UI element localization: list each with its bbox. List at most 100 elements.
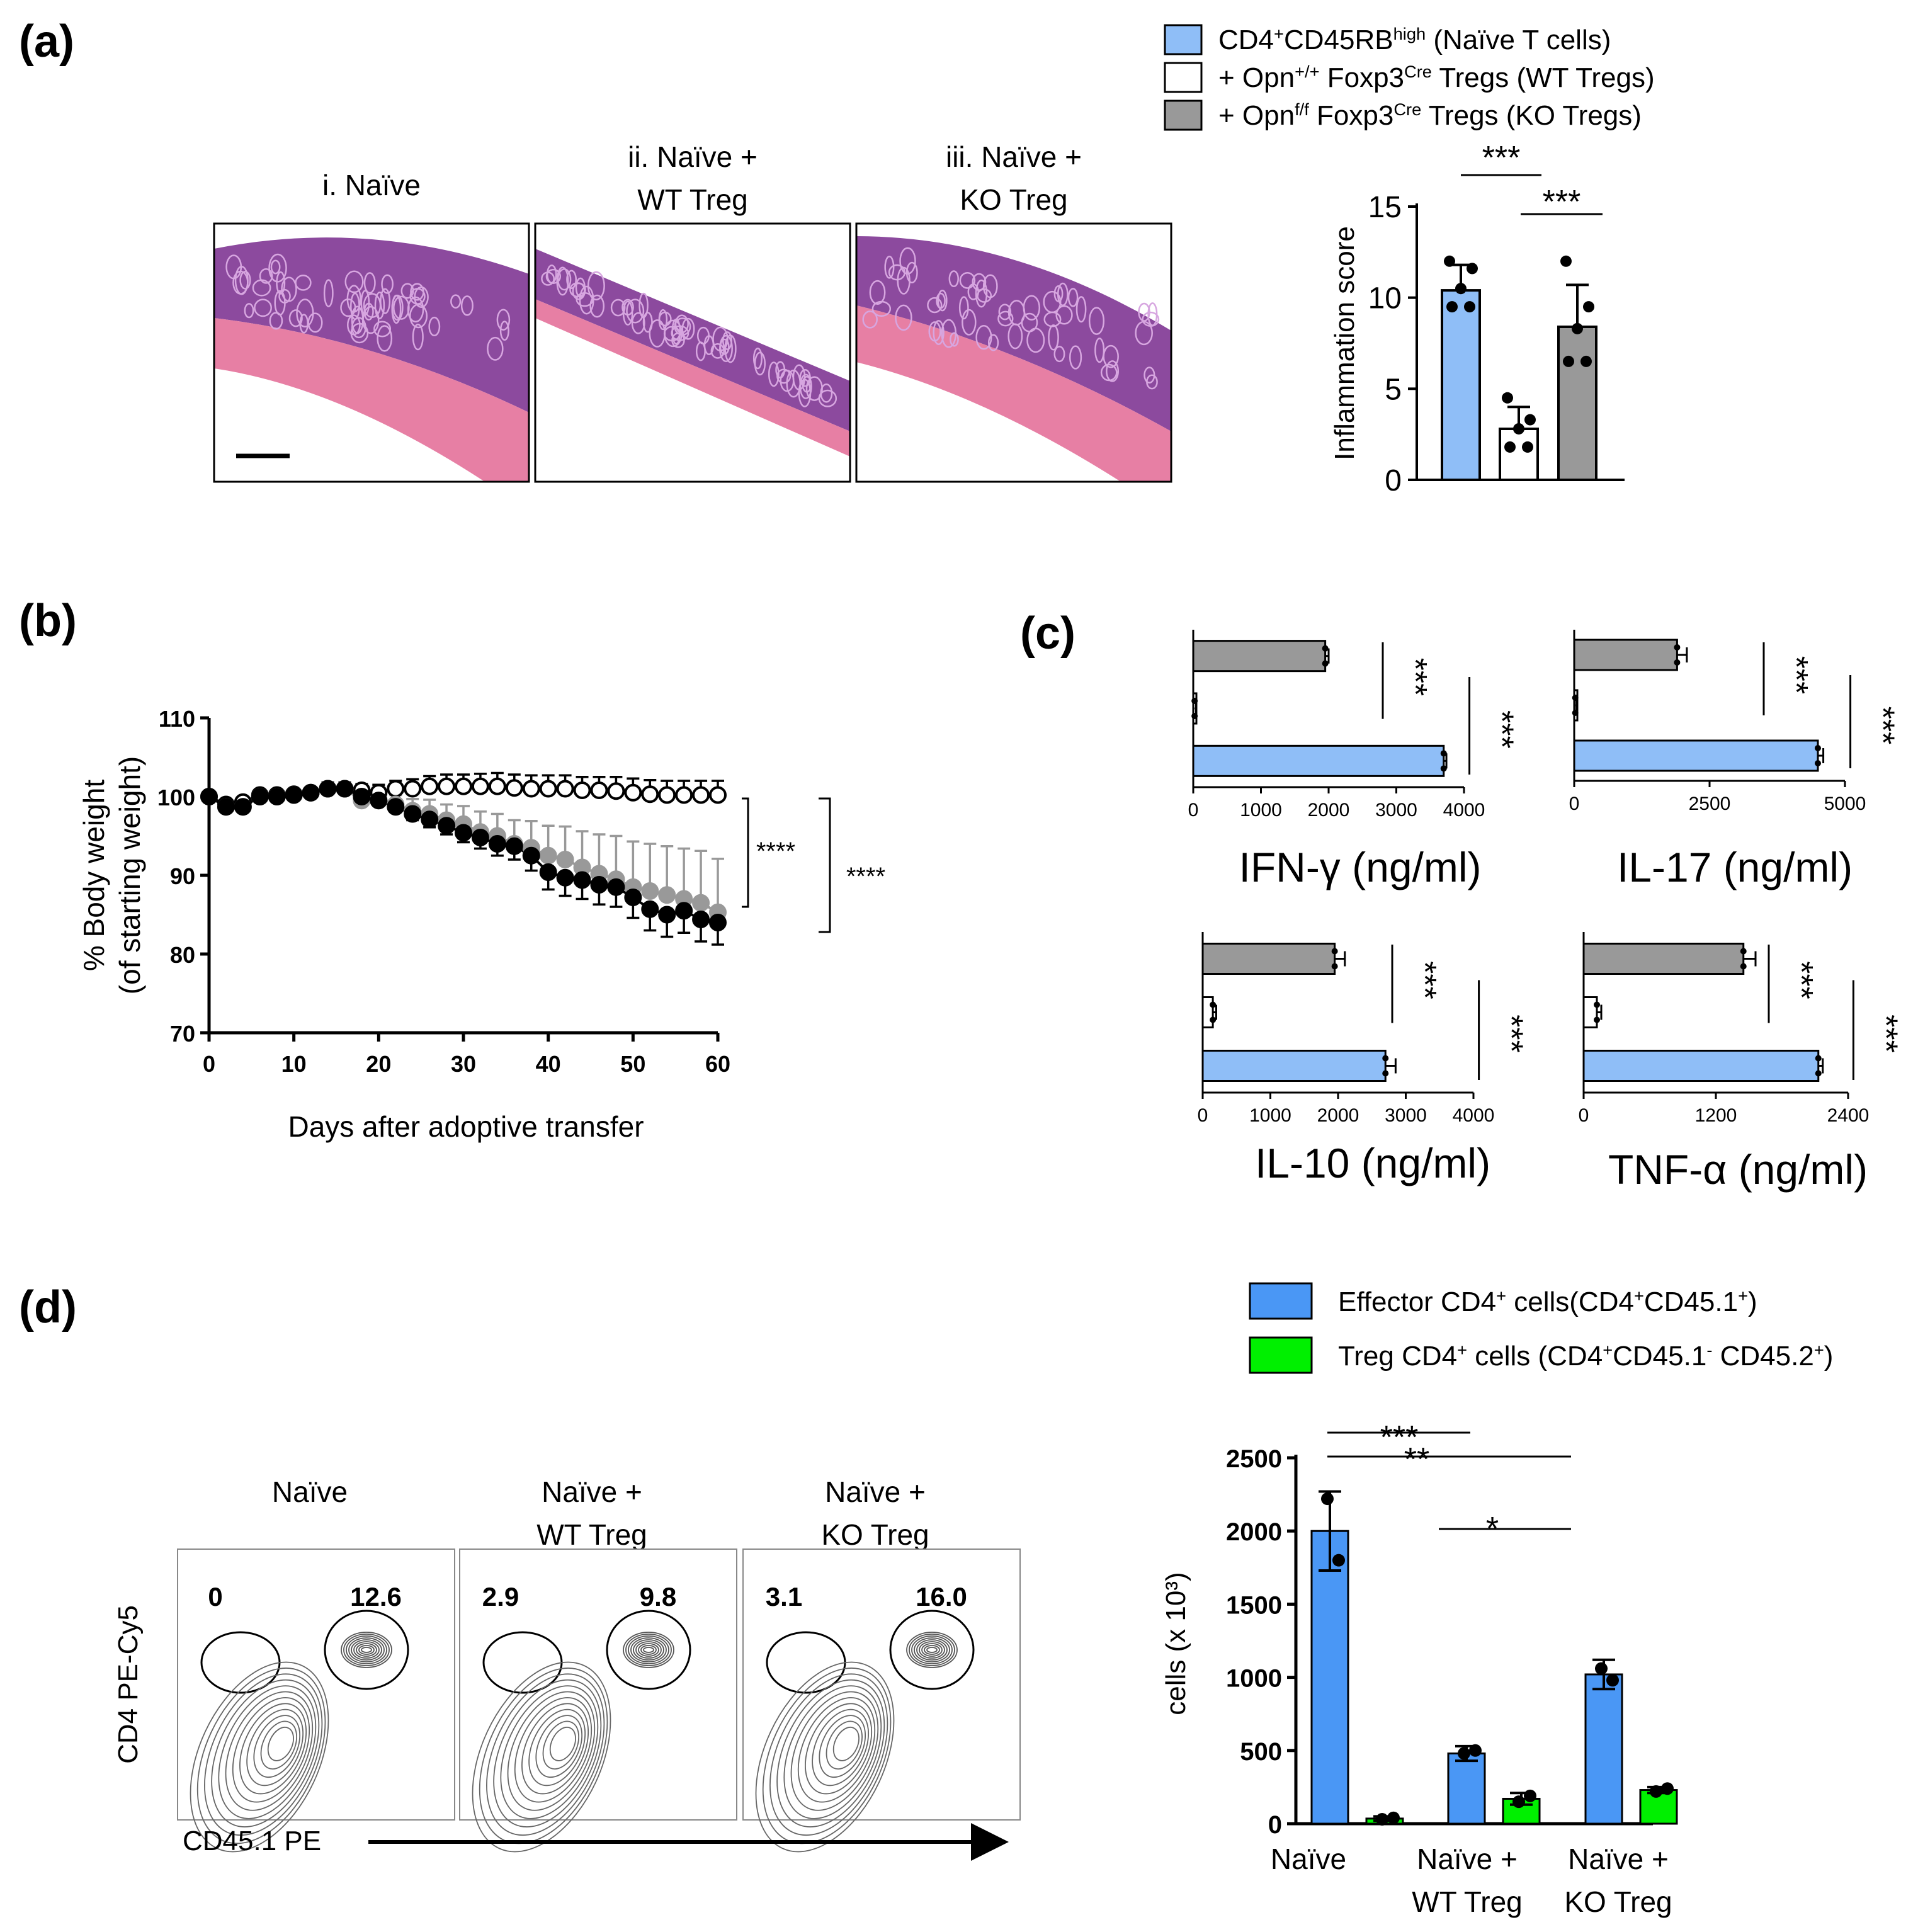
histology-title: KO Treg <box>960 183 1067 216</box>
crypt-texture <box>244 303 254 319</box>
crypt-texture <box>937 290 948 312</box>
text-span: CD45RB <box>1284 25 1393 55</box>
sig-stars: *** <box>1406 961 1443 999</box>
contour <box>472 1661 611 1853</box>
contour <box>643 1647 654 1653</box>
crypt-texture <box>274 290 286 316</box>
crypt-texture <box>941 319 957 348</box>
crypt-texture <box>589 294 605 318</box>
contour <box>267 1726 294 1761</box>
contour <box>921 1643 943 1657</box>
crypt-texture <box>254 298 272 317</box>
data-point <box>573 781 591 799</box>
crypt-texture <box>862 310 878 329</box>
data-point <box>488 835 506 853</box>
data-point <box>1815 745 1821 751</box>
contour <box>507 1691 596 1811</box>
data-point <box>455 777 472 795</box>
data-point <box>1191 698 1198 704</box>
data-point <box>251 788 269 805</box>
superscript: + <box>1814 1340 1824 1360</box>
crypt-texture <box>409 288 426 305</box>
data-point <box>607 782 625 800</box>
histology-title: WT Treg <box>637 183 748 216</box>
flow-title: Naïve + <box>825 1475 926 1508</box>
data-point <box>421 810 439 829</box>
contour <box>358 1645 375 1655</box>
data-point <box>1815 760 1821 766</box>
crypt-texture <box>566 270 577 289</box>
contour <box>826 1720 863 1770</box>
superscript: high <box>1393 24 1426 43</box>
category-label: Naïve + <box>1568 1843 1669 1875</box>
crypt-texture <box>936 292 946 309</box>
contour <box>260 1720 297 1770</box>
contour <box>211 1679 320 1827</box>
crypt-texture <box>381 274 394 294</box>
data-point <box>658 906 676 924</box>
histology-image <box>535 224 850 482</box>
x-tick-label: 4000 <box>1453 1105 1495 1126</box>
crypt-texture <box>927 297 943 314</box>
x-tick-label: 1000 <box>1240 800 1282 821</box>
histology-frame <box>213 222 530 483</box>
data-point <box>658 786 676 804</box>
sig-stars: *** <box>1867 1014 1904 1053</box>
histology-image <box>214 224 529 482</box>
data-point <box>658 886 676 904</box>
data-point <box>1512 1795 1525 1809</box>
crypt-texture <box>998 304 1012 321</box>
contour <box>521 1703 589 1795</box>
crypt-texture <box>663 326 681 342</box>
data-point <box>641 900 659 918</box>
legend-label: Treg CD4+ cells (CD4+CD45.1- CD45.2+) <box>1338 1340 1833 1372</box>
y-axis-label: cells (x 10³) <box>1160 1572 1191 1715</box>
crypt-texture <box>905 261 918 283</box>
x-tick-label: 5000 <box>1824 793 1866 814</box>
text-span: (Naïve T cells) <box>1426 25 1611 55</box>
sig-stars: ** <box>1404 1441 1429 1478</box>
crypt-texture <box>496 309 511 331</box>
crypt-texture <box>972 273 987 291</box>
crypt-texture <box>1069 345 1082 370</box>
data-point <box>607 878 625 896</box>
superscript: + <box>1634 1286 1644 1305</box>
crypt-texture <box>350 322 369 344</box>
data-point <box>1594 1016 1600 1023</box>
data-point <box>1661 1782 1674 1795</box>
bar <box>1582 996 1598 1028</box>
crypt-texture <box>270 259 281 275</box>
bar <box>1573 739 1819 772</box>
data-point <box>1467 263 1478 275</box>
category-label: Naïve <box>1271 1843 1346 1875</box>
crypt-texture <box>610 298 626 317</box>
legend-swatch <box>1164 99 1203 131</box>
data-point <box>590 876 608 894</box>
data-point <box>1740 963 1747 970</box>
contour <box>790 1691 879 1811</box>
y-axis-label: % Body weight <box>77 780 110 971</box>
category-label: Naïve + <box>1417 1843 1518 1875</box>
crypt-texture <box>557 268 572 291</box>
data-point <box>539 863 557 881</box>
crypt-texture <box>1053 346 1065 363</box>
data-point <box>200 788 218 805</box>
data-point <box>1464 301 1475 313</box>
data-point <box>370 792 388 810</box>
cytokine-title: TNF-α (ng/ml) <box>1608 1146 1868 1193</box>
data-point <box>556 780 574 798</box>
y-tick-label: 2000 <box>1226 1518 1282 1546</box>
x-tick-label: 20 <box>366 1051 391 1077</box>
data-point <box>302 783 320 802</box>
x-tick-label: 2000 <box>1308 800 1350 821</box>
mucosa-layer <box>856 236 1171 431</box>
contour <box>640 1645 657 1655</box>
crypt-texture <box>268 253 287 283</box>
data-point <box>404 805 422 823</box>
crypt-texture <box>1055 305 1073 325</box>
data-point <box>285 786 303 804</box>
crypt-texture <box>987 334 999 351</box>
data-point <box>624 783 642 802</box>
crypt-texture <box>362 305 380 334</box>
